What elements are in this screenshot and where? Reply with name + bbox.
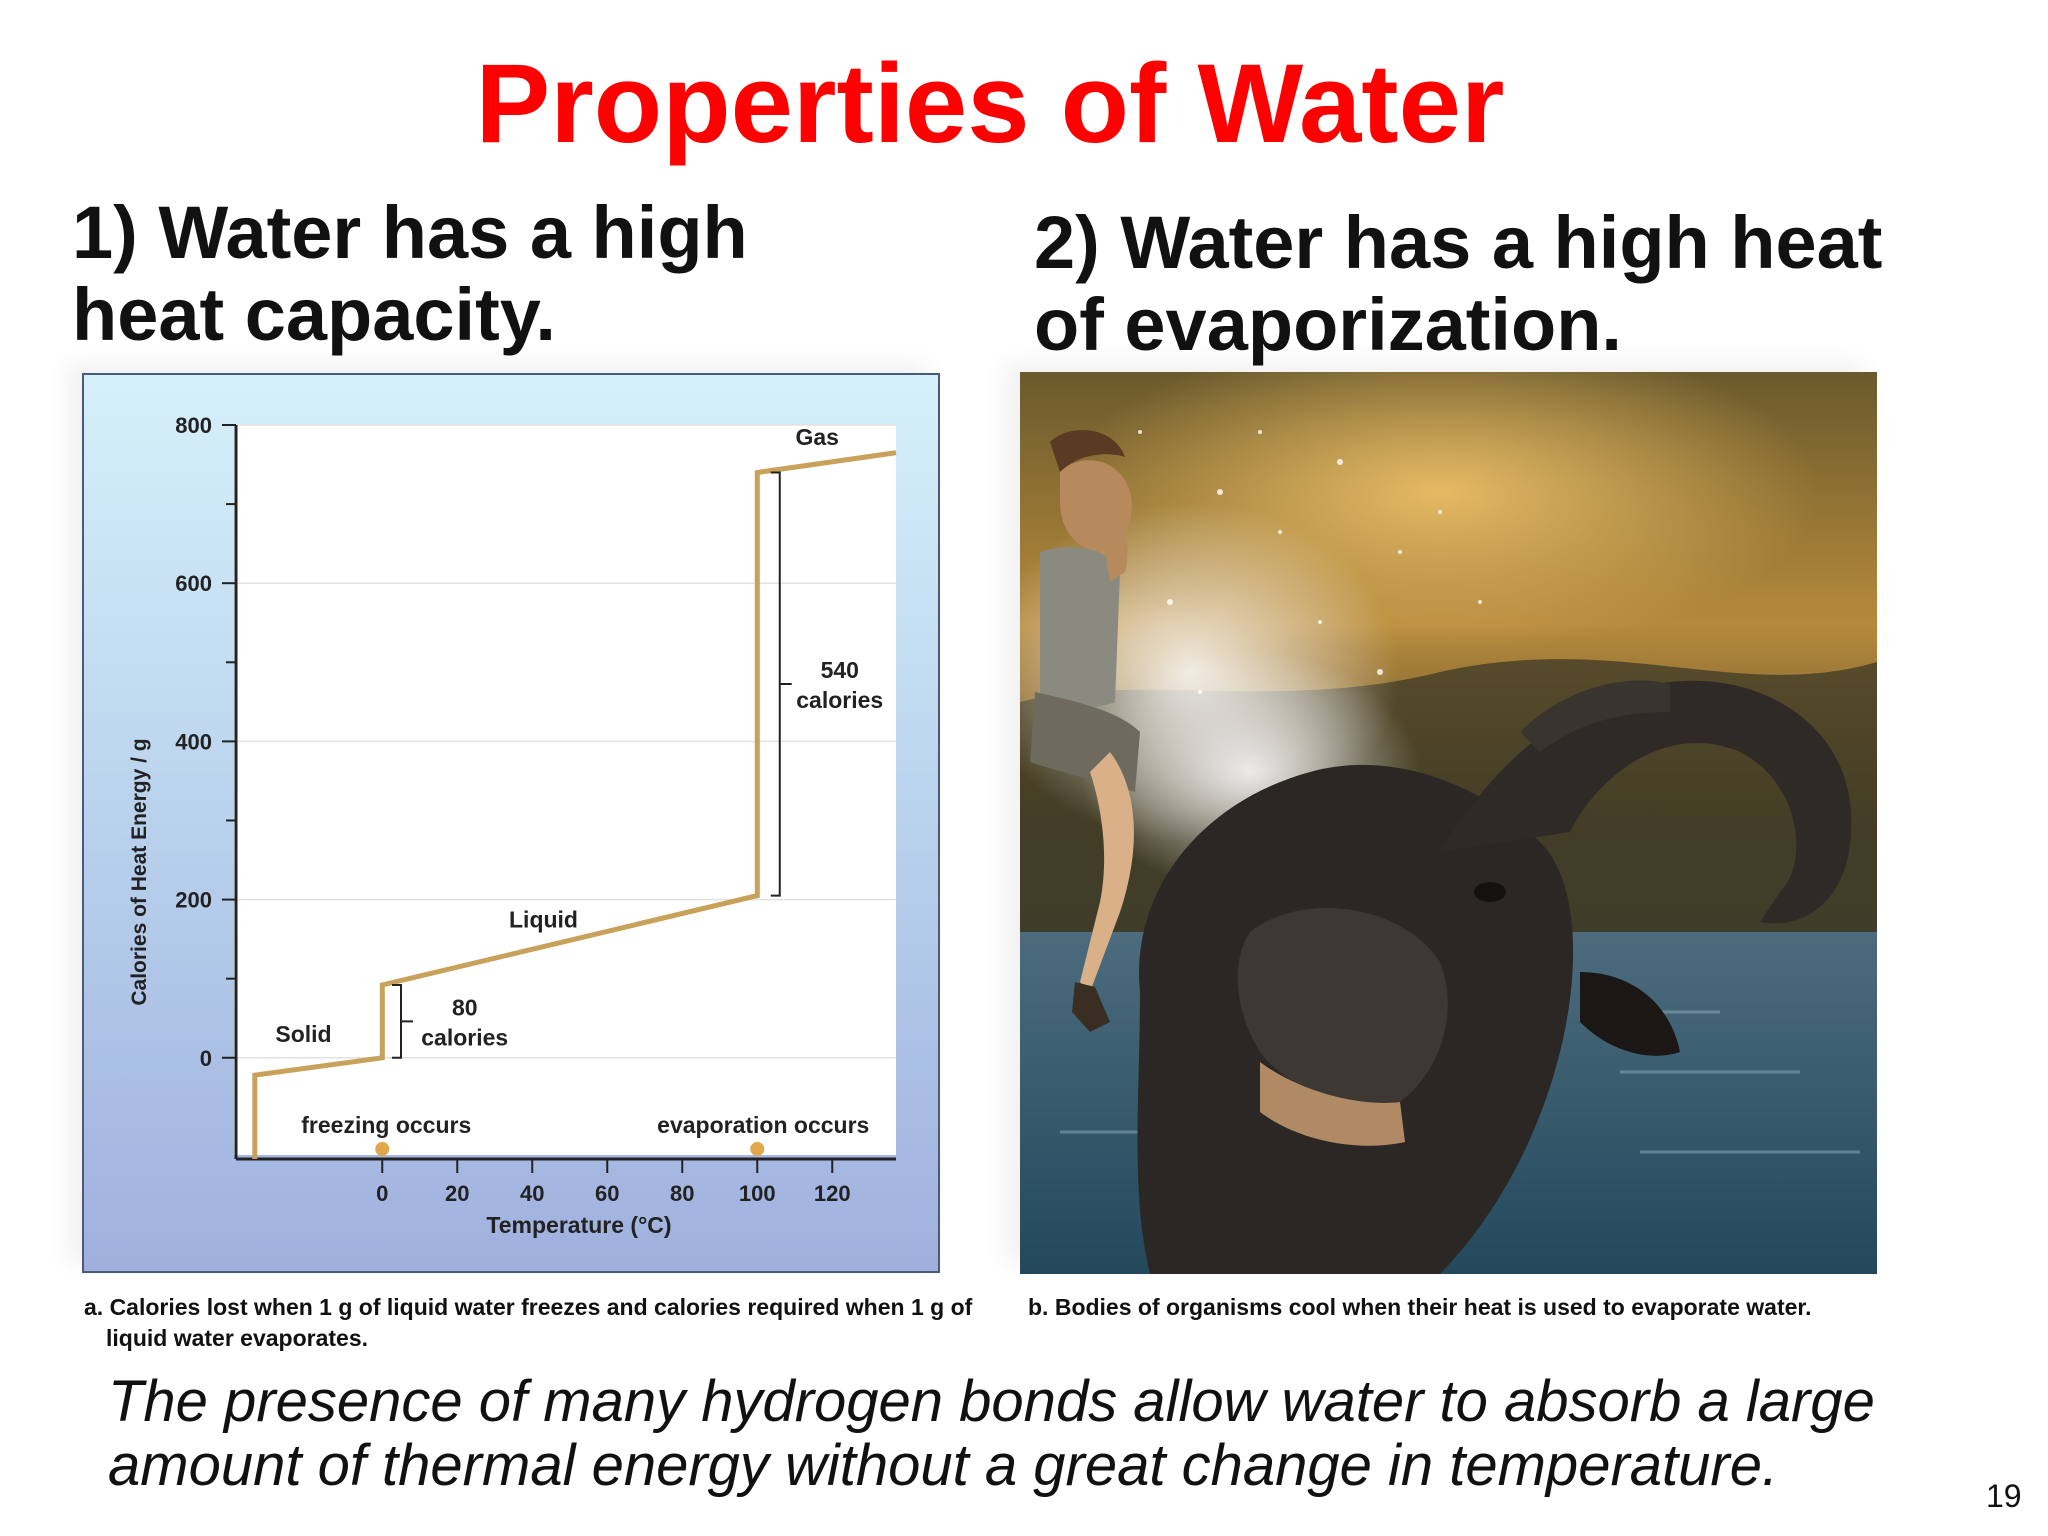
calories-amount-label: 80 bbox=[452, 994, 478, 1020]
page-number: 19 bbox=[1986, 1478, 2022, 1514]
y-tick-label: 400 bbox=[175, 729, 212, 754]
slide-title: Properties of Water bbox=[475, 41, 1505, 166]
x-tick-label: 80 bbox=[670, 1181, 694, 1206]
x-tick-label: 20 bbox=[445, 1181, 469, 1206]
y-axis-label: Calories of Heat Energy / g bbox=[128, 738, 151, 1005]
phase-label-liquid: Liquid bbox=[509, 906, 578, 932]
x-tick-label: 120 bbox=[814, 1181, 851, 1206]
y-tick-label: 0 bbox=[200, 1046, 212, 1071]
calories-amount-label: 540 bbox=[821, 657, 859, 683]
y-tick-label: 800 bbox=[175, 413, 212, 438]
x-tick-label: 60 bbox=[595, 1181, 619, 1206]
x-tick-label: 40 bbox=[520, 1181, 544, 1206]
calories-bracket bbox=[770, 471, 792, 897]
elephant-photo-illustration bbox=[1020, 372, 1877, 1274]
calories-unit-label: calories bbox=[421, 1024, 508, 1050]
heading-heat-capacity: 1) Water has a high heat capacity. bbox=[72, 191, 748, 356]
caption-a: a. Calories lost when 1 g of liquid wate… bbox=[84, 1294, 973, 1351]
event-marker-label: evaporation occurs bbox=[657, 1112, 869, 1138]
phase-label-gas: Gas bbox=[796, 424, 839, 450]
x-axis-label: Temperature (°C) bbox=[486, 1212, 671, 1238]
caption-b: b. Bodies of organisms cool when their h… bbox=[1028, 1294, 1812, 1320]
y-tick-label: 600 bbox=[175, 571, 212, 596]
heat-energy-chart: 0 200 400 600 800 0 20 40 60 80 100 120 Solid Liquid G… bbox=[82, 373, 940, 1273]
phase-label-solid: Solid bbox=[275, 1021, 331, 1047]
heat-curve-line bbox=[252, 450, 897, 1159]
event-marker-dot bbox=[750, 1142, 765, 1156]
heading-heat-of-evaporization: 2) Water has a high heat of evaporizatio… bbox=[1034, 201, 1883, 366]
event-marker-dot bbox=[375, 1142, 390, 1156]
x-tick-label: 0 bbox=[376, 1181, 388, 1206]
summary-statement: The presence of many hydrogen bonds allo… bbox=[108, 1369, 1875, 1498]
y-tick-label: 200 bbox=[175, 888, 212, 913]
chart-plot-area bbox=[234, 425, 896, 1155]
event-marker-label: freezing occurs bbox=[301, 1112, 471, 1138]
calories-unit-label: calories bbox=[796, 687, 883, 713]
elephant-bathing-photo bbox=[1020, 372, 1877, 1274]
chart-canvas: 0 200 400 600 800 0 20 40 60 80 100 120 Solid Liquid G… bbox=[128, 413, 897, 1238]
calories-bracket bbox=[392, 983, 413, 1059]
x-tick-label: 100 bbox=[739, 1181, 776, 1206]
